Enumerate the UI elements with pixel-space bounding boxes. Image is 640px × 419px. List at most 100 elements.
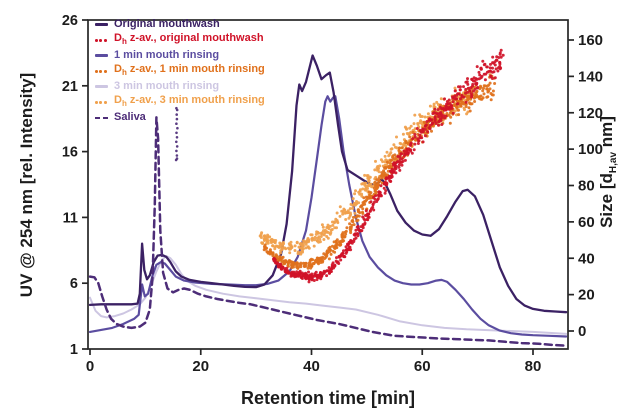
scatter-dot bbox=[175, 157, 179, 160]
scatter-dot bbox=[325, 250, 329, 254]
scatter-dot bbox=[333, 247, 337, 250]
scatter-dot bbox=[383, 182, 387, 186]
scatter-dot bbox=[260, 231, 264, 235]
scatter-dot bbox=[464, 100, 468, 104]
scatter-dot bbox=[345, 226, 349, 230]
scatter-dot bbox=[394, 161, 397, 165]
x-tick-label: 40 bbox=[303, 358, 320, 375]
scatter-dot bbox=[416, 142, 420, 145]
scatter-dot bbox=[263, 239, 266, 242]
scatter-dot bbox=[410, 151, 414, 155]
x-tick-label: 0 bbox=[86, 358, 94, 375]
scatter-dot bbox=[491, 70, 494, 74]
scatter-dot bbox=[486, 90, 490, 94]
scatter-dot bbox=[373, 189, 377, 193]
scatter-dot bbox=[436, 108, 440, 112]
scatter-dot bbox=[493, 76, 497, 80]
legend-label: Dh z-av., 1 min mouth rinsing bbox=[114, 62, 265, 78]
y-right-tick-label: 160 bbox=[578, 32, 603, 49]
legend-item-dh-original: Dh z-av., original mouthwash bbox=[95, 32, 265, 49]
scatter-dot bbox=[293, 249, 297, 252]
scatter-dot bbox=[349, 213, 353, 217]
scatter-dot bbox=[374, 194, 377, 198]
y-right-tick-label: 80 bbox=[578, 178, 595, 195]
scatter-dot bbox=[473, 95, 477, 99]
scatter-dot bbox=[349, 248, 353, 252]
scatter-dot bbox=[319, 277, 323, 281]
scatter-dot bbox=[470, 94, 474, 98]
scatter-dot bbox=[339, 258, 343, 262]
legend-item-rinse-3min: 3 min mouth rinsing bbox=[95, 79, 265, 95]
scatter-dot bbox=[308, 263, 312, 267]
scatter-dot bbox=[383, 191, 387, 195]
data-series bbox=[88, 48, 568, 347]
legend-label: Saliva bbox=[114, 111, 146, 123]
scatter-dot bbox=[388, 161, 392, 165]
scatter-dot bbox=[378, 179, 382, 183]
scatter-dot bbox=[309, 233, 313, 237]
scatter-dot bbox=[437, 115, 441, 119]
legend-label: 3 min mouth rinsing bbox=[114, 80, 220, 92]
scatter-dot bbox=[382, 186, 386, 190]
scatter-dot bbox=[493, 82, 497, 85]
y-right-tick-label: 120 bbox=[578, 105, 603, 122]
scatter-dot bbox=[322, 238, 326, 241]
scatter-dot bbox=[176, 126, 179, 130]
scatter-dot bbox=[430, 129, 433, 133]
scatter-dot bbox=[473, 100, 477, 103]
scatter-dot bbox=[299, 250, 303, 254]
scatter-dot bbox=[351, 220, 355, 224]
scatter-dot bbox=[316, 274, 320, 278]
scatter-dot bbox=[392, 143, 396, 147]
scatter-dot bbox=[373, 197, 377, 201]
scatter-dot bbox=[411, 131, 415, 134]
scatter-dot bbox=[478, 73, 482, 77]
scatter-dot bbox=[292, 265, 295, 269]
scatter-dot bbox=[421, 140, 425, 144]
scatter-dot bbox=[320, 223, 324, 227]
scatter-dot bbox=[440, 123, 444, 126]
scatter-dot bbox=[347, 245, 351, 249]
scatter-dot bbox=[411, 137, 415, 141]
scatter-dot bbox=[466, 86, 470, 90]
scatter-dot bbox=[335, 238, 339, 242]
scatter-dot bbox=[318, 240, 322, 244]
scatter-dot bbox=[291, 273, 295, 277]
scatter-dot bbox=[427, 118, 431, 122]
scatter-dot bbox=[423, 124, 427, 128]
scatter-dot bbox=[264, 235, 268, 239]
scatter-dot bbox=[497, 56, 501, 59]
scatter-dot bbox=[469, 86, 473, 90]
scatter-dot bbox=[313, 272, 317, 276]
scatter-dot bbox=[311, 262, 315, 266]
scatter-dot bbox=[409, 124, 413, 128]
scatter-dot bbox=[280, 267, 284, 271]
scatter-dot bbox=[459, 97, 462, 101]
scatter-dot bbox=[306, 266, 310, 270]
scatter-dot bbox=[361, 207, 365, 211]
scatter-dot bbox=[384, 189, 388, 193]
scatter-dot bbox=[443, 116, 447, 120]
scatter-dot bbox=[491, 66, 494, 70]
scatter-dot bbox=[326, 223, 330, 227]
scatter-dot bbox=[474, 91, 478, 95]
scatter-dot bbox=[175, 149, 178, 153]
scatter-dot bbox=[375, 168, 379, 172]
curve-rinse-3min bbox=[89, 255, 568, 335]
scatter-dot bbox=[393, 157, 396, 161]
scatter-dot bbox=[318, 237, 322, 241]
scatter-dot bbox=[354, 189, 357, 193]
scatter-dot bbox=[367, 184, 371, 188]
scatter-dot bbox=[489, 92, 493, 95]
scatter-dot bbox=[466, 77, 469, 81]
scatter-dot bbox=[296, 252, 300, 256]
scatter-dot bbox=[276, 257, 280, 261]
scatter-dot bbox=[413, 142, 417, 146]
scatter-dot bbox=[383, 154, 387, 158]
scatter-dot bbox=[362, 217, 366, 221]
scatter-dot bbox=[175, 136, 179, 139]
scatter-dot bbox=[479, 66, 483, 70]
scatter-dot bbox=[274, 239, 278, 242]
